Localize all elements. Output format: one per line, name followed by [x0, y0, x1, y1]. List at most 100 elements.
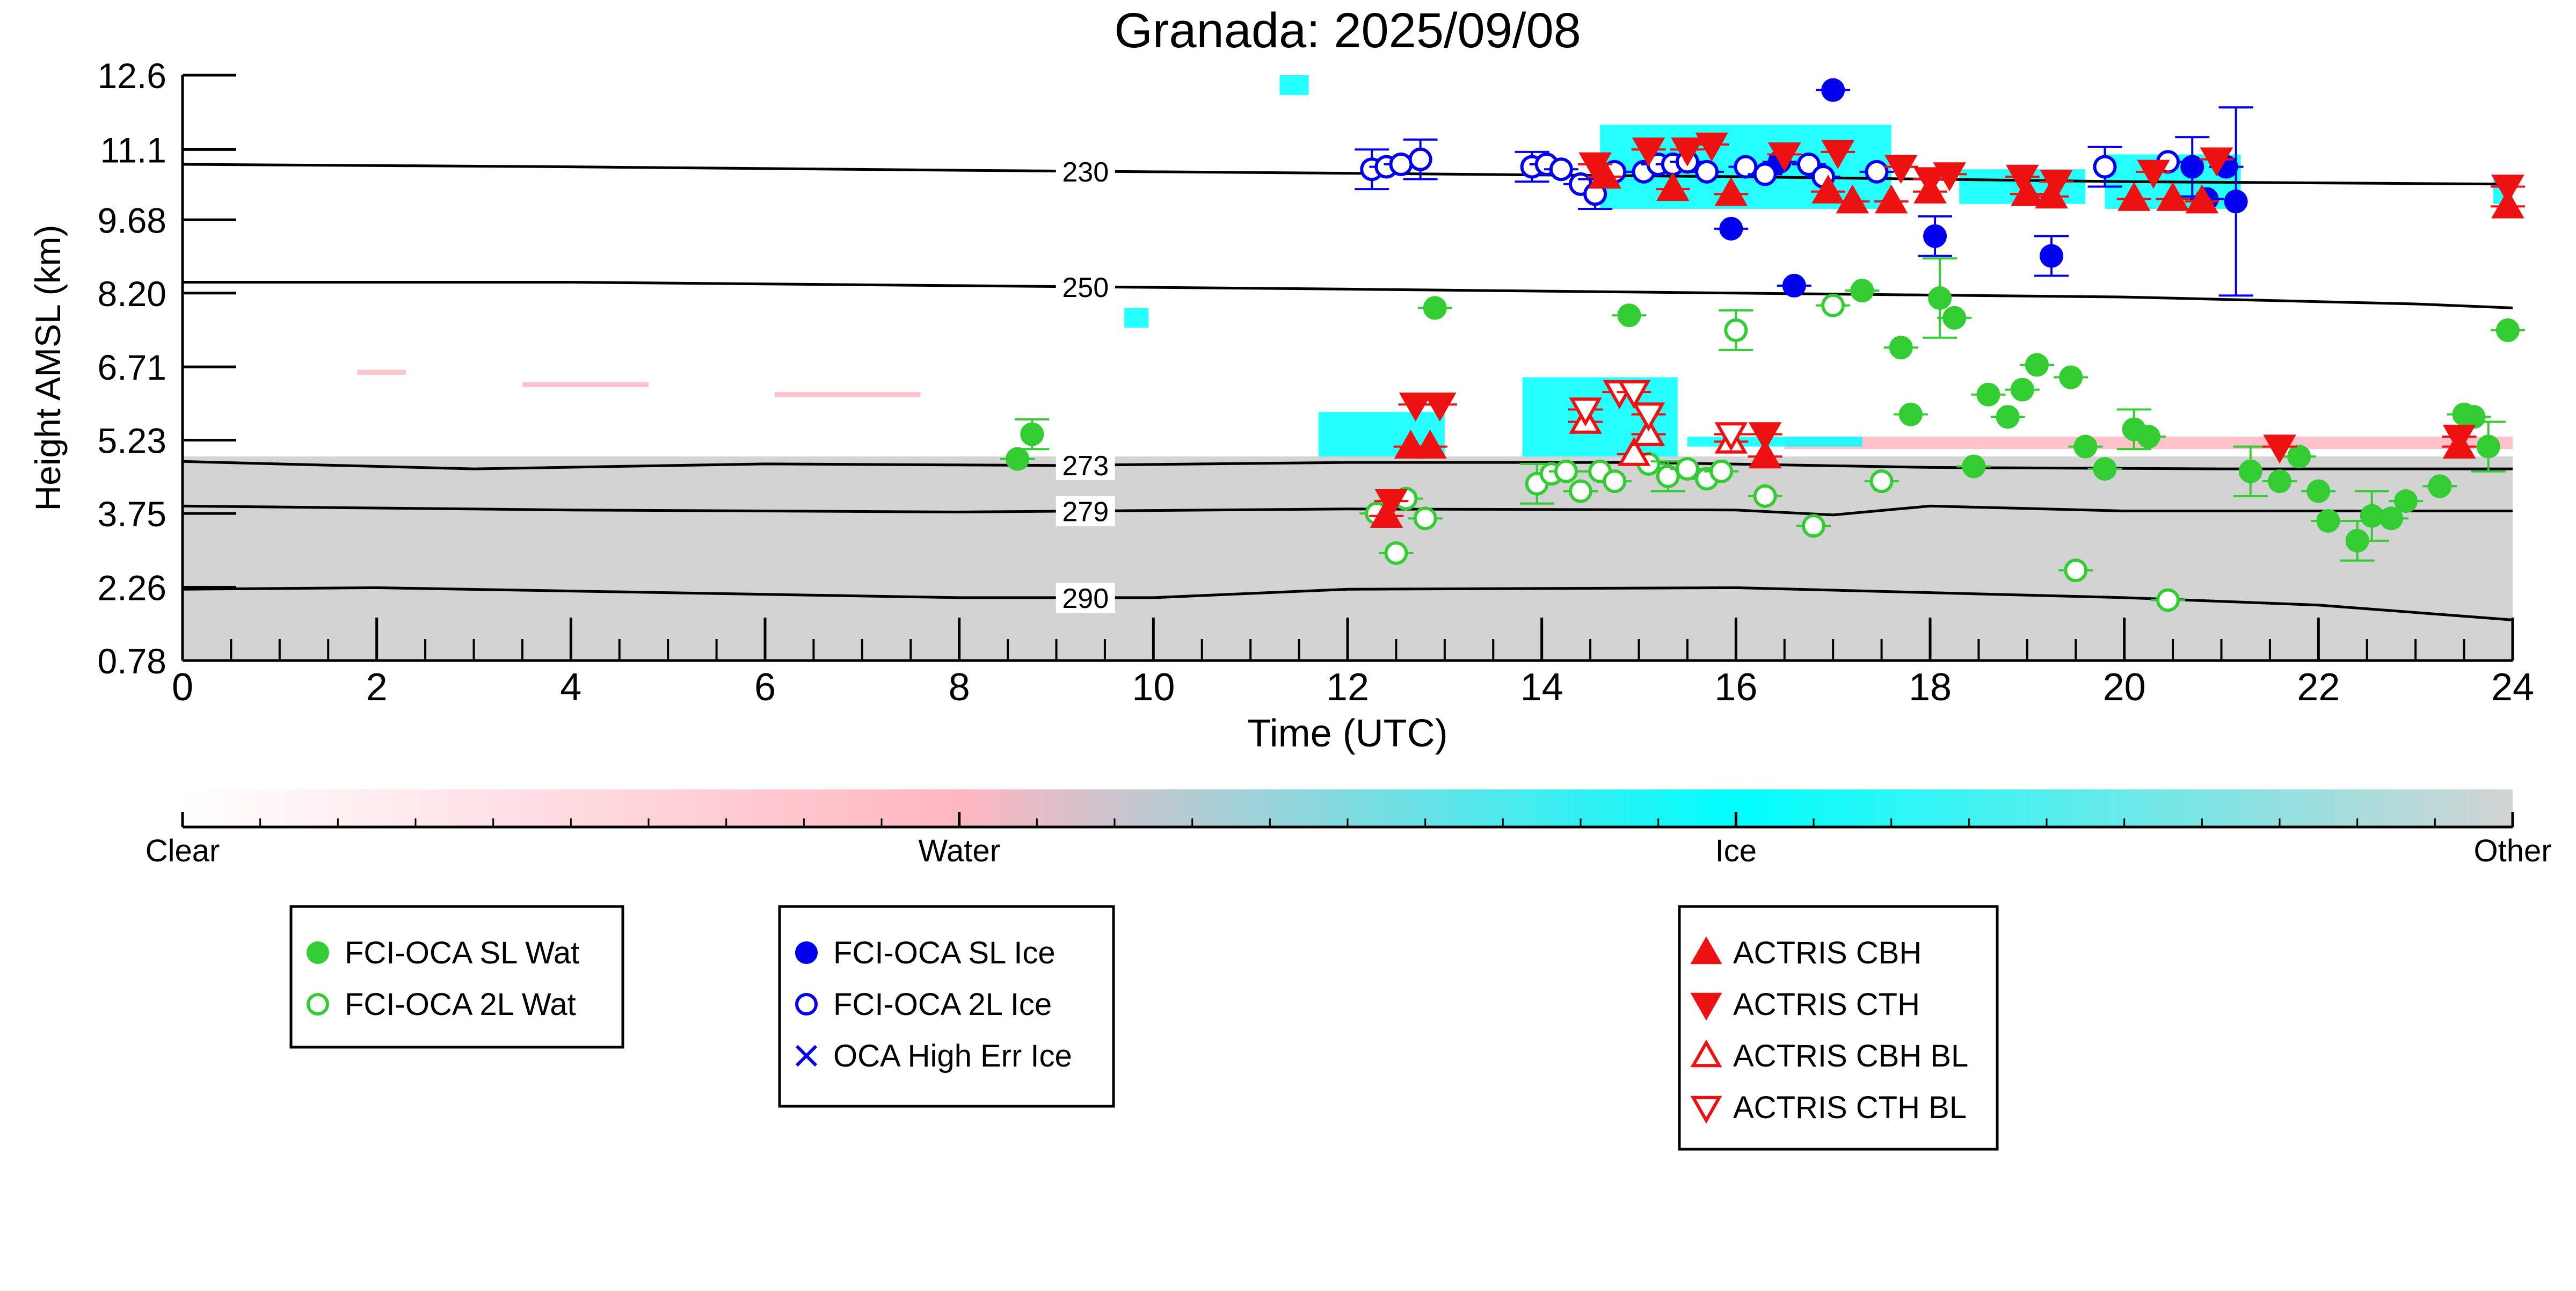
data-point — [2476, 434, 2500, 459]
field-ice — [1124, 308, 1149, 328]
x-tick-label: 22 — [2297, 666, 2340, 709]
data-point — [2495, 318, 2520, 342]
data-point — [1656, 172, 1690, 201]
data-point — [2268, 469, 2291, 494]
data-point — [1796, 152, 1821, 176]
data-point — [1374, 489, 1408, 518]
x-tick-label: 4 — [560, 666, 581, 709]
data-point — [1719, 216, 1743, 241]
y-tick-label: 12.6 — [98, 56, 166, 96]
data-point — [1617, 437, 1651, 466]
legend-frame — [778, 905, 1115, 1108]
series-actris-cth — [1374, 132, 2525, 518]
data-point — [1962, 454, 1986, 478]
x-axis-label: Time (UTC) — [1247, 712, 1447, 755]
data-point — [2491, 175, 2524, 204]
isotherm-label-bg — [1056, 450, 1115, 481]
data-point — [1753, 484, 1777, 508]
data-point — [1836, 184, 1869, 214]
data-point — [2200, 147, 2233, 177]
data-point — [1996, 405, 2020, 429]
x-tick-label: 8 — [949, 666, 970, 709]
data-point — [2185, 184, 2219, 214]
x-tick-label: 0 — [172, 666, 193, 709]
colorbar-label: Ice — [1715, 833, 1757, 868]
legend-entry-label: ACTRIS CTH BL — [1733, 1090, 1967, 1125]
data-point — [1549, 157, 1573, 182]
data-point — [1413, 506, 1437, 531]
data-point — [1753, 162, 1777, 186]
isotherm-label: 250 — [1062, 272, 1109, 303]
isotherm-273 — [183, 460, 2513, 470]
data-point — [1782, 273, 1806, 298]
y-tick-label: 8.20 — [98, 274, 166, 314]
data-point — [1874, 184, 1908, 214]
legend-frame — [1678, 905, 1999, 1151]
data-point — [1933, 162, 1966, 192]
isotherm-label-bg — [1056, 156, 1115, 186]
legend-marker — [795, 941, 818, 964]
isotherm-250 — [183, 281, 2513, 309]
data-point — [2005, 164, 2039, 194]
data-markers — [1000, 78, 2525, 612]
legend-marker — [1690, 936, 1722, 964]
data-point — [1898, 402, 1923, 426]
data-point — [2137, 159, 2170, 189]
data-point — [1020, 422, 1044, 446]
data-point — [2136, 425, 2160, 449]
data-point — [1554, 459, 1578, 483]
isotherm-label: 230 — [1062, 157, 1109, 188]
data-point — [1869, 469, 1894, 494]
chart-title: Granada: 2025/09/08 — [1114, 3, 1581, 58]
legend-marker — [307, 941, 329, 964]
x-tick-label: 20 — [2103, 666, 2146, 709]
data-point — [2010, 378, 2034, 402]
data-point — [2180, 155, 2204, 179]
series-fci-oca-sl-wat — [1000, 257, 2525, 562]
data-point — [2059, 365, 2083, 389]
data-point — [2156, 588, 2180, 612]
data-point — [2394, 489, 2418, 513]
data-point — [1569, 397, 1602, 427]
x-tick-label: 14 — [1520, 666, 1563, 709]
legend-marker — [795, 993, 818, 1016]
y-tick-label: 11.1 — [100, 130, 166, 170]
data-point — [1802, 514, 1825, 538]
isotherm-label: 290 — [1062, 583, 1109, 614]
data-point — [2238, 459, 2262, 483]
data-point — [1569, 479, 1592, 503]
data-point — [1748, 422, 1782, 452]
data-point — [2263, 434, 2296, 464]
data-point — [1389, 152, 1413, 176]
data-point — [1942, 306, 1967, 330]
y-tick-label: 6.71 — [98, 347, 166, 387]
data-point — [1821, 293, 1845, 317]
data-point — [1617, 303, 1641, 328]
data-point — [2462, 405, 2486, 429]
colorbar: Clear Water Ice Other — [145, 789, 2552, 868]
data-point — [1006, 447, 1030, 471]
x-tick-label: 10 — [1132, 666, 1175, 709]
data-point — [2093, 457, 2117, 481]
isotherm-lines: 230 250 273 279 290 — [183, 156, 2513, 621]
y-tick-label: 2.26 — [98, 568, 166, 608]
data-point — [1617, 380, 1651, 409]
data-point — [1811, 175, 1845, 204]
data-point — [1734, 155, 1758, 179]
data-point — [1408, 147, 1432, 171]
data-point — [2025, 353, 2049, 377]
x-tick-label: 6 — [754, 666, 776, 709]
data-point — [1767, 142, 1801, 172]
legend-marker — [1690, 1096, 1722, 1124]
legend-marker — [795, 1045, 818, 1067]
isotherm-label-bg — [1056, 582, 1115, 613]
colorbar-label: Other — [2473, 833, 2551, 868]
data-point — [1423, 296, 1447, 320]
legends: FCI-OCA SL Wat FCI-OCA 2L Wat FCI-OCA SL I… — [289, 905, 1999, 1151]
legend-marker — [1690, 992, 1722, 1021]
legend-entry-label: FCI-OCA 2L Wat — [345, 987, 576, 1022]
data-point — [1714, 177, 1748, 206]
data-point — [1865, 159, 1889, 184]
x-tick-label: 12 — [1326, 666, 1369, 709]
data-point — [2011, 177, 2044, 206]
